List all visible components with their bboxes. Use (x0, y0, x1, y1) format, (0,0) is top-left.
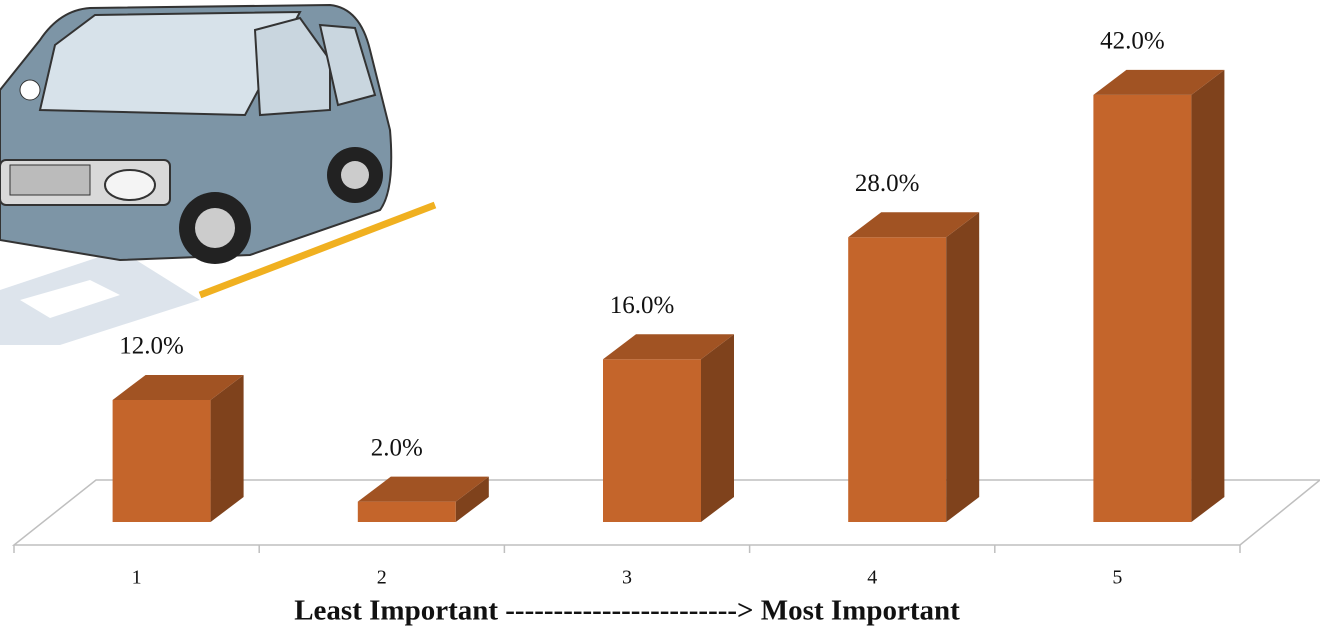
value-label: 12.0% (119, 333, 184, 360)
bar-top (112, 374, 244, 400)
x-tick-label: 3 (622, 567, 632, 589)
bar-side (701, 334, 734, 522)
x-tick-label: 2 (377, 567, 387, 589)
bar (357, 476, 489, 522)
value-label: 42.0% (1100, 28, 1165, 55)
bar (1093, 69, 1225, 523)
bar (848, 212, 980, 523)
bar (112, 374, 244, 522)
floor (11, 479, 1320, 546)
x-tick-label: 5 (1112, 567, 1122, 589)
bar-front (112, 399, 211, 522)
value-label: 2.0% (371, 434, 423, 461)
bar-top (603, 334, 734, 360)
bar (603, 334, 734, 522)
value-label: 16.0% (610, 292, 675, 319)
bar-side (455, 476, 489, 522)
x-tick-label: 4 (867, 567, 877, 589)
bar-top (357, 476, 489, 502)
bar-top (848, 212, 980, 238)
value-label: 28.0% (855, 170, 920, 197)
bar-front (1093, 94, 1192, 523)
car-illustration (0, 3, 437, 345)
x-tick-label: 1 (132, 567, 142, 589)
bar-side (210, 374, 244, 522)
bar-top (1093, 69, 1225, 95)
x-axis-label: Least Important ------------------------… (294, 595, 960, 627)
bar-side (946, 212, 980, 523)
bar-front (603, 359, 701, 522)
bar-front (848, 237, 947, 523)
bar-side (1191, 69, 1225, 523)
bar-front (357, 501, 456, 522)
